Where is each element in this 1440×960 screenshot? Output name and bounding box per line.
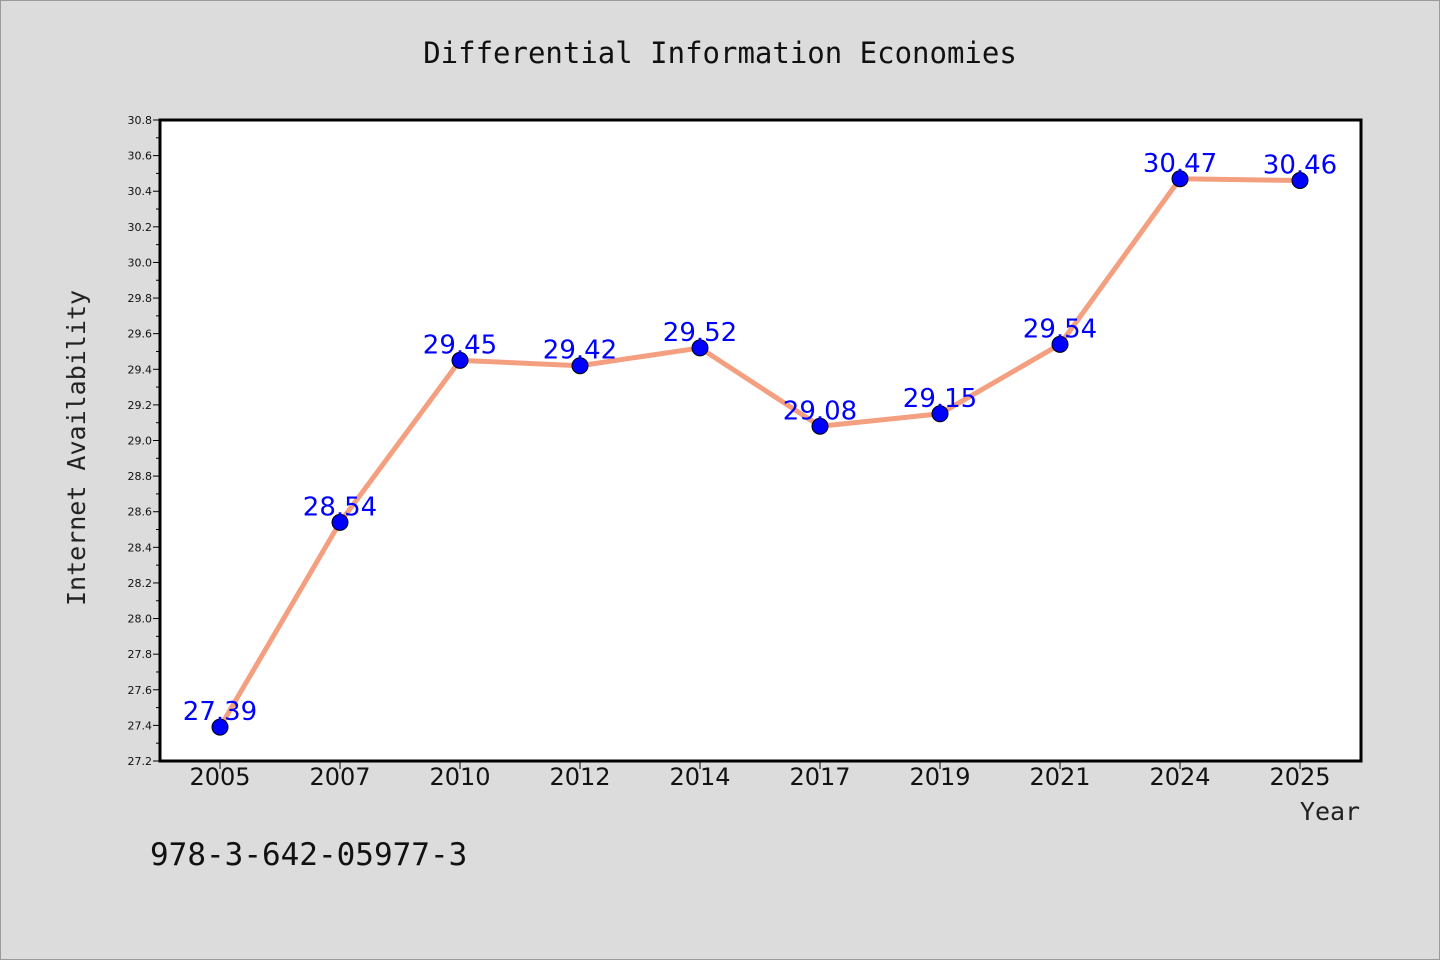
data-point-marker xyxy=(931,405,949,423)
y-tick-label: 29.0 xyxy=(128,435,153,448)
y-tick-label: 27.2 xyxy=(128,755,153,768)
x-tick-label: 2025 xyxy=(1269,763,1330,791)
y-tick-label: 27.8 xyxy=(128,648,153,661)
y-tick-label: 30.0 xyxy=(128,256,153,269)
y-tick-label: 28.0 xyxy=(128,613,153,626)
data-point-marker xyxy=(331,513,349,531)
x-axis-label: Year xyxy=(1300,797,1360,826)
y-tick-label: 30.8 xyxy=(128,114,153,127)
data-label: 29.42 xyxy=(543,336,617,366)
y-axis-label: Internet Availability xyxy=(62,290,91,606)
y-tick-label: 28.2 xyxy=(128,577,153,590)
data-label: 29.08 xyxy=(783,396,857,426)
data-point-marker xyxy=(691,339,709,357)
x-tick-label: 2024 xyxy=(1149,763,1210,791)
data-label: 29.15 xyxy=(903,384,977,414)
plot-area xyxy=(158,118,1363,763)
x-axis: 2005 2007 2010 2012 2014 2017 2019 2021 2024 2025 xyxy=(189,761,1331,791)
x-tick-label: 2021 xyxy=(1029,763,1090,791)
x-tick-label: 2010 xyxy=(429,763,490,791)
data-point-marker xyxy=(451,351,469,369)
x-tick-label: 2014 xyxy=(669,763,730,791)
x-tick-label: 2017 xyxy=(789,763,850,791)
data-label: 27.39 xyxy=(183,697,257,727)
x-tick-label: 2012 xyxy=(549,763,610,791)
x-tick-label: 2005 xyxy=(189,763,250,791)
data-point-marker xyxy=(1291,172,1309,190)
data-label: 29.54 xyxy=(1023,314,1097,344)
y-tick-label: 30.6 xyxy=(128,150,153,163)
y-axis: 27.2 27.4 27.6 27.8 28.0 28.2 28.4 28.6 28.8 29.0… xyxy=(128,114,160,768)
data-point-marker xyxy=(1051,335,1069,353)
data-label: 30.47 xyxy=(1143,149,1217,179)
y-tick-label: 28.6 xyxy=(128,506,153,519)
x-tick-label: 2007 xyxy=(309,763,370,791)
y-tick-label: 28.4 xyxy=(128,541,153,554)
y-tick-label: 29.2 xyxy=(128,399,153,412)
footnote-isbn: 978-3-642-05977-3 xyxy=(150,837,467,873)
data-point-marker xyxy=(211,718,229,736)
chart-title: Differential Information Economies xyxy=(423,36,1017,70)
y-tick-label: 29.6 xyxy=(128,328,153,341)
y-tick-label: 29.8 xyxy=(128,292,153,305)
series-group: 27.39 28.54 29.45 29.42 29.52 29.08 29.15 29.54… xyxy=(183,149,1337,736)
series-line xyxy=(217,176,1303,730)
data-label: 28.54 xyxy=(303,492,377,522)
data-point-marker xyxy=(571,357,589,375)
x-tick-label: 2019 xyxy=(909,763,970,791)
data-label: 29.52 xyxy=(663,318,737,348)
y-tick-label: 28.8 xyxy=(128,470,153,483)
data-point-marker xyxy=(1171,170,1189,188)
y-tick-label: 29.4 xyxy=(128,363,153,376)
data-point-marker xyxy=(811,417,829,435)
data-label: 30.46 xyxy=(1263,151,1337,181)
y-tick-label: 27.4 xyxy=(128,719,153,732)
y-tick-label: 27.6 xyxy=(128,684,153,697)
data-label: 29.45 xyxy=(423,330,497,360)
y-tick-label: 30.4 xyxy=(128,185,153,198)
y-tick-label: 30.2 xyxy=(128,221,153,234)
